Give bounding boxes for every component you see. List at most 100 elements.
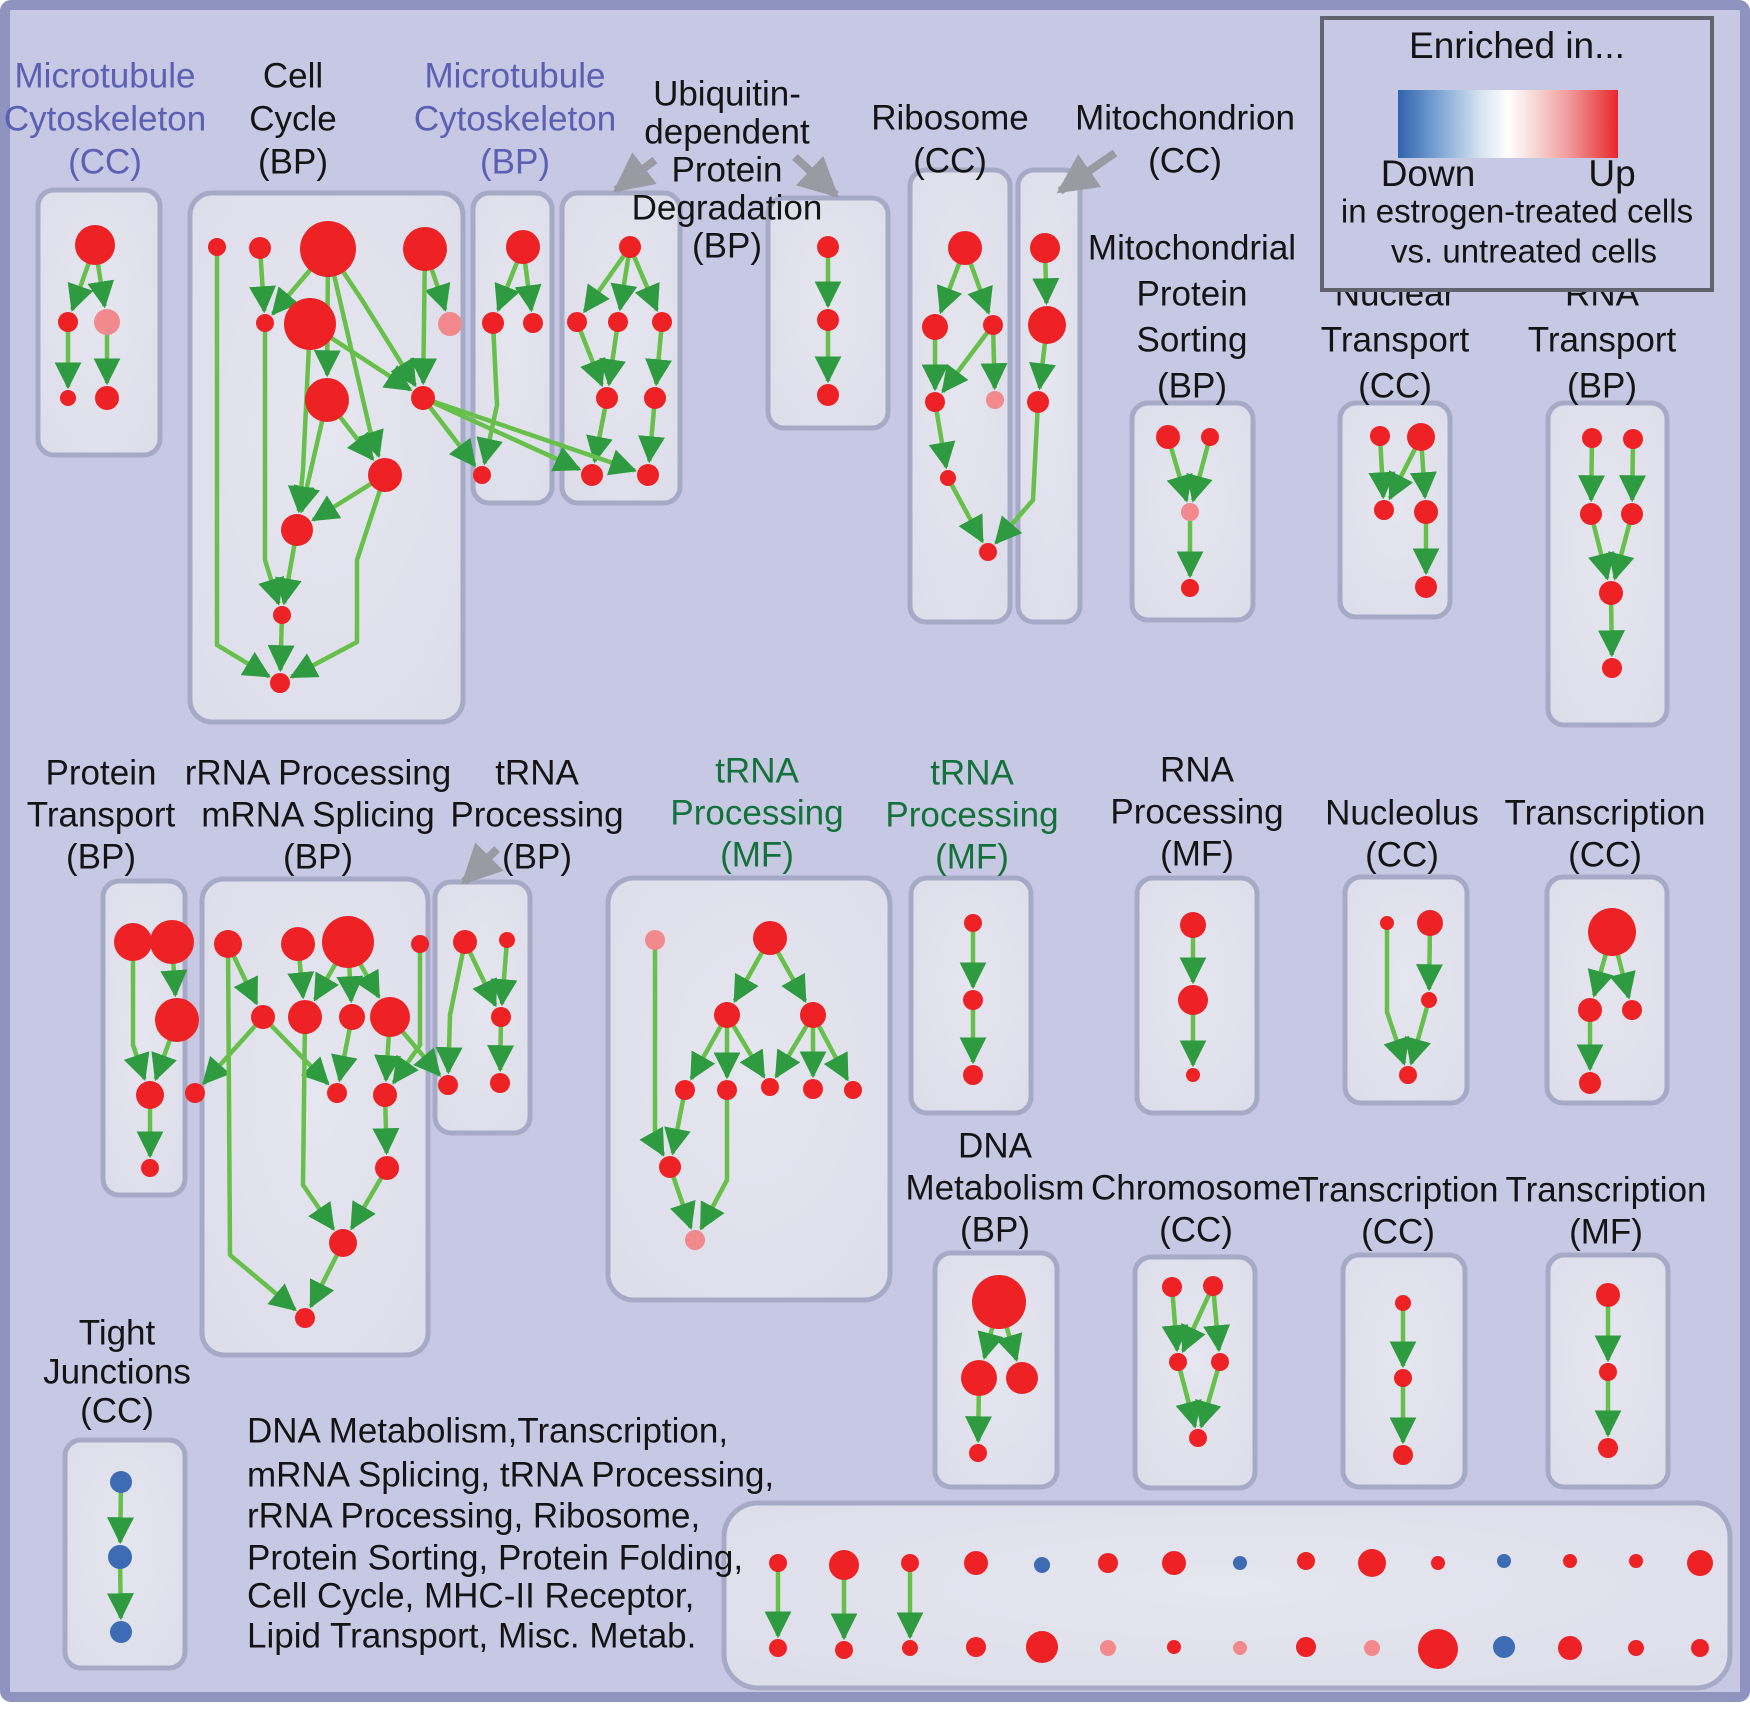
go-term-node — [438, 1075, 458, 1095]
go-term-node — [1493, 1636, 1515, 1658]
go-term-node — [1395, 1295, 1411, 1311]
edge-arrow — [289, 474, 388, 679]
group-label: Microtubule — [15, 56, 196, 95]
go-term-node — [1596, 1283, 1620, 1307]
go-term-node — [1189, 1429, 1207, 1447]
edge-arrow — [699, 1090, 730, 1231]
group-label: Chromosome — [1091, 1168, 1301, 1207]
group-label: Transcription — [1506, 1170, 1707, 1209]
group-label: (BP) — [480, 142, 550, 181]
group-label: (CC) — [1159, 1210, 1233, 1249]
group-label: rRNA Processing — [185, 753, 451, 792]
edge-arrow — [664, 1089, 691, 1156]
group-label: Junctions — [43, 1352, 191, 1391]
go-term-node — [1374, 500, 1394, 520]
edge-arrow — [201, 1015, 265, 1085]
go-term-node — [901, 1554, 919, 1572]
group-label: Metabolism — [906, 1168, 1085, 1207]
go-term-node — [753, 921, 787, 955]
go-term-node — [75, 225, 115, 265]
group-label: tRNA — [930, 753, 1014, 792]
edge-arrow — [1203, 1285, 1231, 1353]
group-label: tRNA — [495, 753, 579, 792]
go-term-node — [208, 238, 226, 256]
edge-arrow — [627, 246, 660, 313]
go-term-node — [1162, 1277, 1182, 1297]
go-term-node — [1297, 1552, 1315, 1570]
go-term-node — [411, 935, 429, 953]
misc-categories-text: DNA Metabolism,Transcription, — [247, 1411, 728, 1450]
go-term-node — [1026, 1631, 1058, 1663]
go-term-node — [1497, 1554, 1511, 1568]
edge-arrow — [928, 401, 956, 470]
go-term-node — [1178, 985, 1208, 1015]
go-term-node — [979, 543, 997, 561]
group-label: Processing — [670, 793, 843, 832]
go-term-node — [1399, 1066, 1417, 1084]
edge-arrow — [1186, 436, 1213, 503]
go-term-node — [1364, 1640, 1380, 1656]
edge-arrow — [645, 321, 672, 387]
edge-arrow — [325, 248, 384, 459]
group-label: Cell — [263, 56, 323, 95]
go-term-node — [1181, 579, 1199, 597]
edge-arrow — [476, 322, 503, 466]
group-label: Protein — [1137, 274, 1248, 313]
go-term-node — [940, 470, 956, 486]
go-term-node — [769, 1639, 787, 1657]
group-label: Protein — [672, 150, 783, 189]
group-label: (CC) — [1358, 366, 1432, 405]
group-label: (CC) — [1365, 835, 1439, 874]
go-term-node — [817, 309, 839, 331]
edge-arrow — [994, 401, 1041, 545]
edge-arrow — [422, 395, 582, 472]
group-label: Mitochondrial — [1088, 228, 1296, 267]
group-label: Transcription — [1505, 793, 1706, 832]
go-term-node — [1358, 1549, 1386, 1577]
go-term-node — [761, 1078, 779, 1096]
group-label: Transcription — [1298, 1170, 1499, 1209]
go-term-node — [1380, 916, 1394, 930]
go-term-node — [961, 1360, 997, 1396]
go-term-node — [281, 927, 315, 961]
go-term-node — [1034, 1557, 1050, 1573]
group-label: Sorting — [1137, 320, 1248, 359]
group-label: (CC) — [1148, 141, 1222, 180]
group-label: mRNA Splicing — [201, 795, 434, 834]
go-term-node — [1211, 1353, 1229, 1371]
go-term-node — [948, 231, 982, 265]
go-term-node — [637, 464, 659, 486]
go-term-node — [1414, 500, 1438, 524]
go-term-node — [1563, 1554, 1577, 1568]
group-label: (BP) — [66, 837, 136, 876]
edge-arrow — [582, 245, 632, 314]
go-term-node — [619, 236, 641, 258]
go-term-node — [1580, 503, 1602, 525]
go-term-node — [803, 1079, 823, 1099]
edge-arrow — [123, 942, 150, 1082]
go-term-node — [817, 236, 839, 258]
go-term-node — [1579, 1072, 1601, 1094]
go-term-node — [1296, 1637, 1316, 1657]
group-label: (BP) — [502, 837, 572, 876]
edge-arrow — [941, 323, 995, 394]
group-label: (MF) — [1160, 834, 1234, 873]
go-term-node — [1203, 1276, 1223, 1296]
edge-arrow — [1368, 435, 1396, 500]
edge-arrow — [410, 248, 438, 386]
edge-arrow — [1588, 513, 1615, 581]
edge-arrow — [574, 321, 606, 388]
go-term-node — [1417, 910, 1443, 936]
go-term-node — [375, 1156, 399, 1180]
go-term-node — [499, 932, 515, 948]
go-term-node — [300, 221, 356, 277]
go-term-node — [1431, 1556, 1445, 1570]
misc-categories-text: Lipid Transport, Misc. Metab. — [247, 1616, 696, 1655]
edge-arrow — [258, 323, 285, 606]
go-term-node — [983, 315, 1003, 335]
go-term-node — [1100, 1640, 1116, 1656]
go-term-node — [714, 1002, 740, 1028]
go-term-node — [327, 1083, 347, 1103]
go-term-node — [94, 309, 120, 335]
